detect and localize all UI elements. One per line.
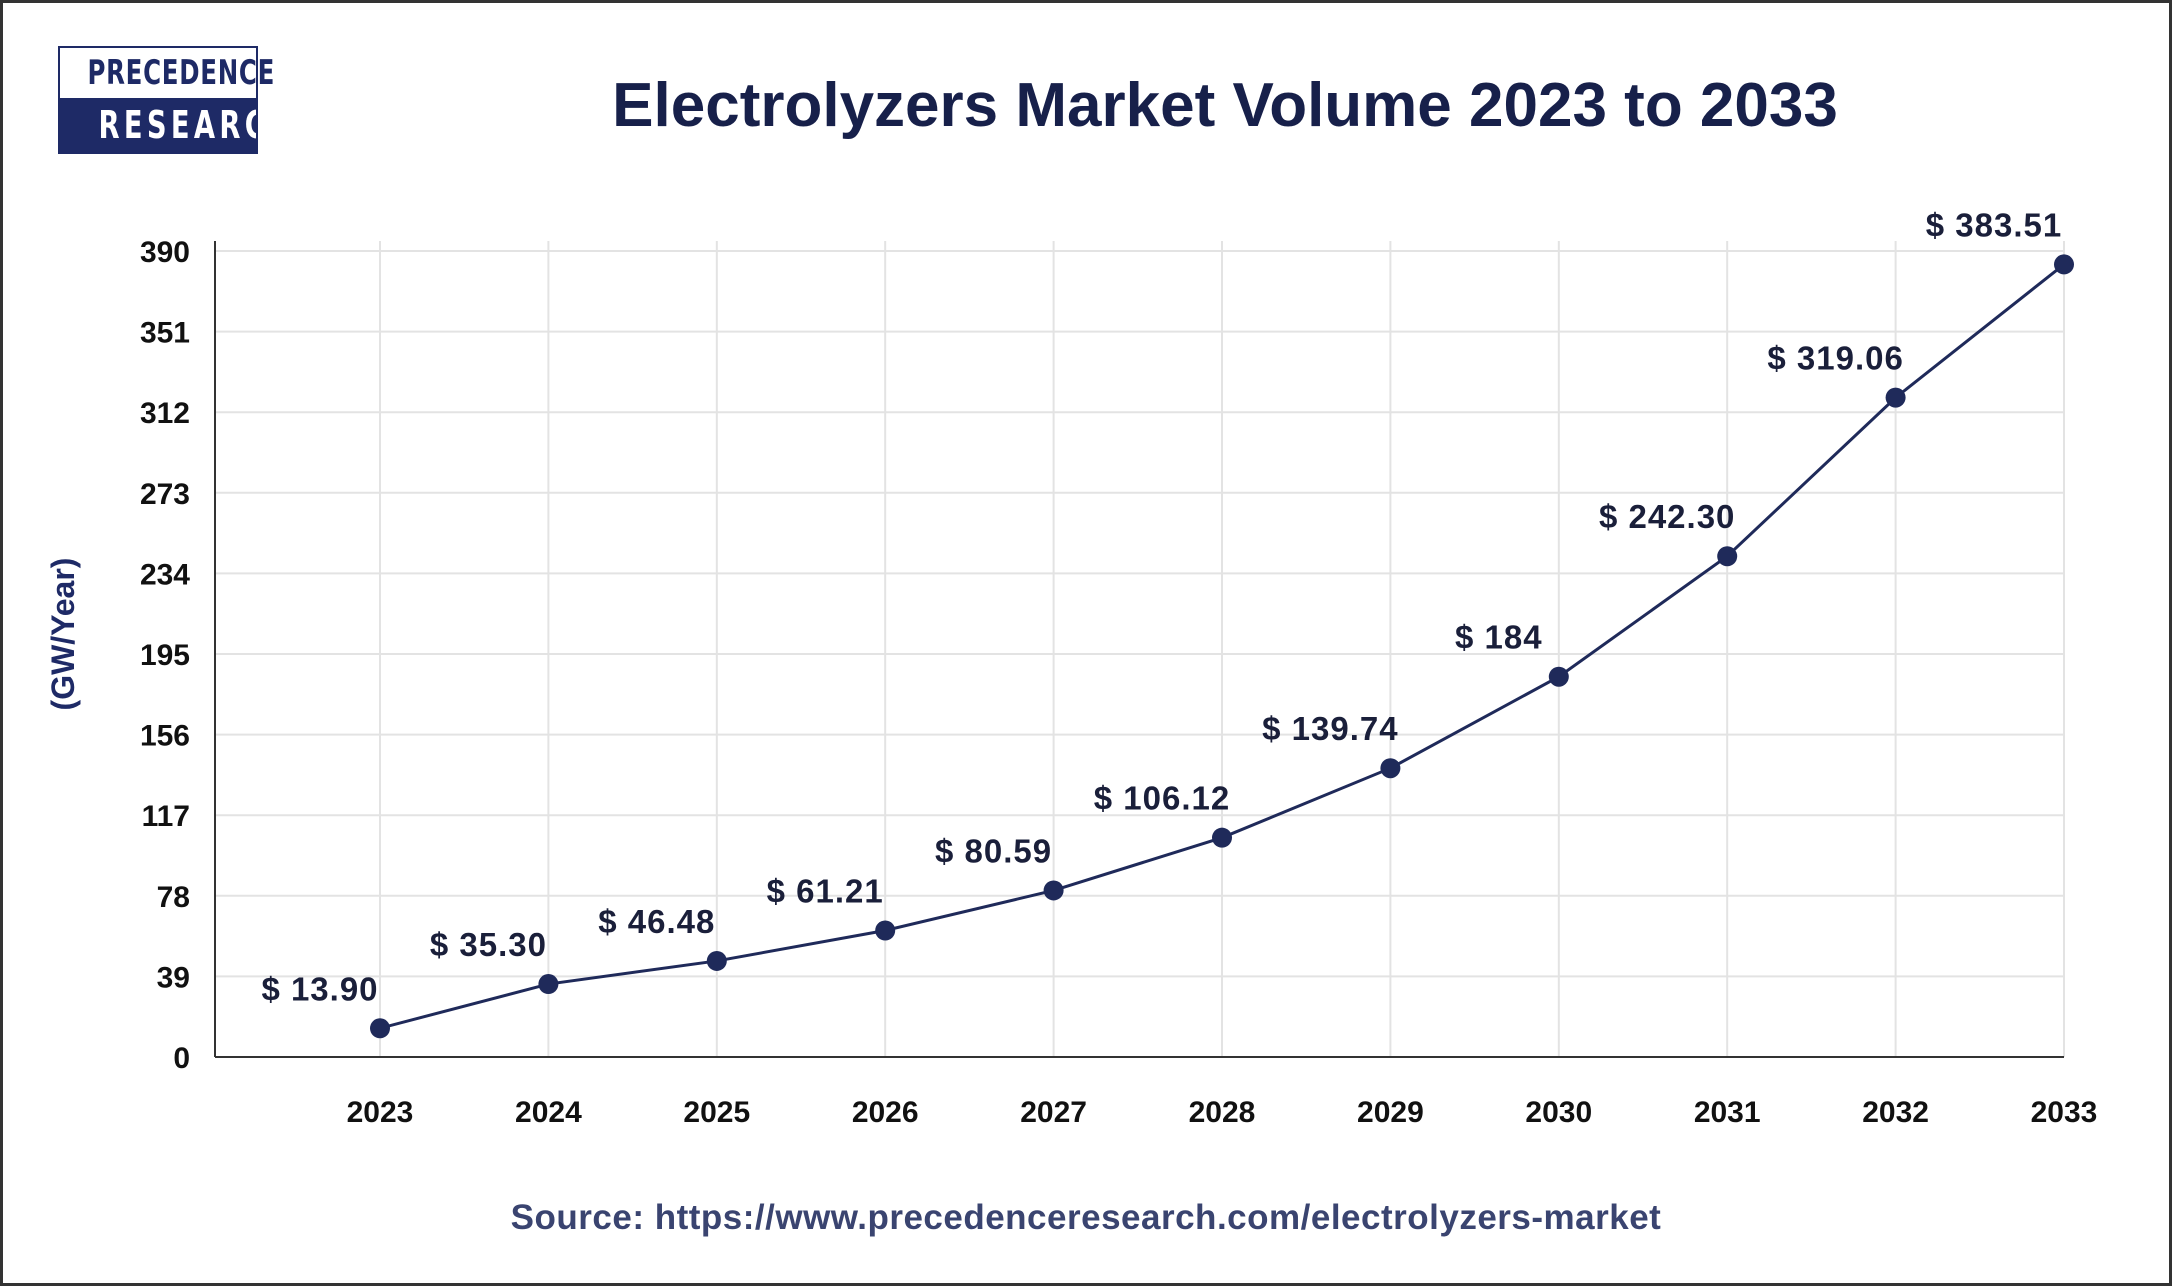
data-point (1380, 758, 1401, 779)
data-point (1717, 546, 1738, 567)
x-tick-label: 2027 (1020, 1096, 1087, 1129)
x-tick-label: 2032 (1862, 1096, 1929, 1129)
x-tick-label: 2033 (2031, 1096, 2098, 1129)
data-point (1548, 666, 1569, 687)
x-tick-label: 2030 (1525, 1096, 1592, 1129)
data-label: $ 106.12 (1094, 780, 1230, 817)
y-tick-label: 39 (157, 961, 190, 994)
data-point (1212, 827, 1232, 848)
data-label: $ 13.90 (261, 970, 378, 1007)
x-tick-label: 2024 (515, 1096, 582, 1129)
data-point (370, 1018, 390, 1039)
precedence-research-logo: PRECEDENCE RESEARCH (58, 46, 274, 154)
data-label: $ 80.59 (935, 832, 1052, 869)
chart-title: Electrolyzers Market Volume 2023 to 2033 (612, 71, 1838, 140)
y-tick-label: 312 (140, 397, 190, 430)
y-tick-label: 195 (140, 639, 190, 672)
logo-line2: RESEARCH (98, 103, 256, 147)
data-point (875, 920, 896, 941)
x-tick-label: 2029 (1357, 1096, 1424, 1129)
x-tick-label: 2023 (347, 1096, 414, 1129)
data-label: $ 46.48 (598, 903, 715, 940)
y-axis-label: (GW/Year) (45, 558, 81, 711)
data-label: $ 383.51 (1926, 206, 2062, 243)
y-tick-label: 117 (142, 800, 190, 833)
data-label: $ 242.30 (1599, 498, 1735, 535)
y-tick-label: 234 (140, 558, 190, 591)
data-point (1885, 387, 1906, 408)
data-label: $ 139.74 (1262, 710, 1398, 747)
x-tick-label: 2025 (683, 1096, 750, 1129)
data-label: $ 184 (1455, 619, 1543, 656)
source-text: Source: https://www.precedenceresearch.c… (510, 1198, 1662, 1237)
data-point (1043, 880, 1064, 901)
y-tick-label: 156 (140, 720, 190, 753)
x-tick-label: 2031 (1694, 1096, 1761, 1129)
data-label: $ 61.21 (767, 872, 884, 909)
x-tick-label: 2026 (852, 1096, 919, 1129)
data-point (2054, 254, 2074, 275)
y-tick-label: 78 (157, 881, 190, 914)
data-point (706, 950, 727, 971)
y-tick-label: 273 (140, 478, 190, 511)
data-label: $ 319.06 (1767, 340, 1903, 377)
data-point (538, 974, 559, 995)
x-tick-label: 2028 (1189, 1096, 1256, 1129)
y-tick-label: 351 (140, 317, 190, 350)
y-tick-label: 390 (140, 236, 190, 269)
y-tick-label: 0 (173, 1042, 190, 1075)
data-label: $ 35.30 (430, 926, 547, 963)
